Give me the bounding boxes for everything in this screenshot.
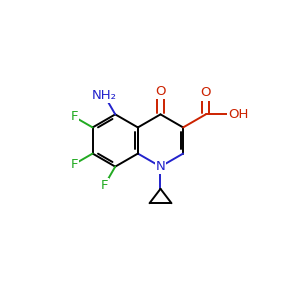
Text: F: F: [70, 158, 78, 171]
Text: N: N: [156, 160, 165, 173]
Text: O: O: [200, 86, 211, 100]
Text: F: F: [101, 179, 108, 192]
Text: O: O: [155, 85, 166, 98]
Text: NH₂: NH₂: [92, 88, 117, 102]
Text: F: F: [70, 110, 78, 123]
Text: OH: OH: [228, 108, 248, 121]
